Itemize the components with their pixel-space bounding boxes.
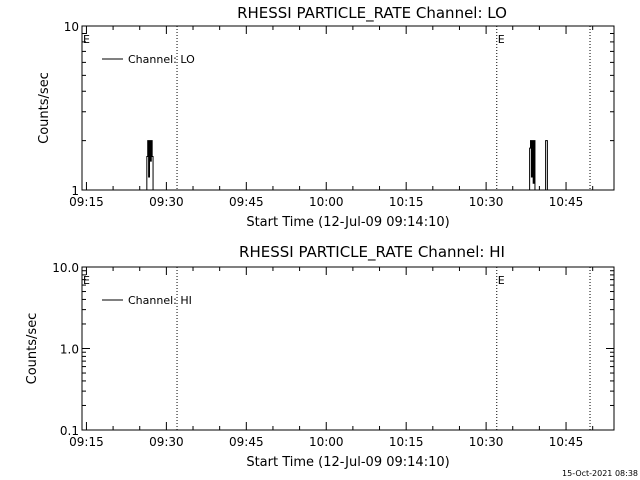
x-axis-label: Start Time (12-Jul-09 09:14:10) bbox=[246, 215, 449, 230]
chart-title: RHESSI PARTICLE_RATE Channel: HI bbox=[239, 243, 505, 262]
y-axis-label: Counts/sec bbox=[25, 313, 40, 385]
x-tick-label: 09:30 bbox=[149, 195, 184, 209]
x-tick-label: 10:45 bbox=[549, 195, 584, 209]
legend-entry: Channel: LO bbox=[128, 53, 195, 66]
x-tick-label: 09:15 bbox=[69, 435, 104, 449]
chart-title: RHESSI PARTICLE_RATE Channel: LO bbox=[237, 4, 507, 23]
legend-entry: Channel: HI bbox=[128, 294, 192, 307]
y-tick-label: 0.1 bbox=[60, 424, 79, 438]
x-tick-label: 10:00 bbox=[309, 195, 344, 209]
y-tick-label: 1 bbox=[71, 184, 79, 198]
x-tick-label: 10:15 bbox=[389, 195, 424, 209]
generation-timestamp: 15-Oct-2021 08:38 bbox=[562, 469, 638, 478]
y-tick-label: 10 bbox=[64, 20, 79, 34]
event-marker-label: E bbox=[498, 274, 505, 287]
x-tick-label: 09:45 bbox=[229, 195, 264, 209]
x-tick-label: 10:15 bbox=[389, 435, 424, 449]
y-tick-label: 1.0 bbox=[60, 343, 79, 357]
x-axis-label: Start Time (12-Jul-09 09:14:10) bbox=[246, 455, 449, 470]
event-marker-label: E bbox=[83, 33, 90, 46]
y-axis-label: Counts/sec bbox=[37, 72, 52, 144]
event-marker-label: E bbox=[498, 33, 505, 46]
plot-frame bbox=[81, 266, 615, 431]
x-tick-label: 09:30 bbox=[149, 435, 184, 449]
x-tick-label: 10:00 bbox=[309, 435, 344, 449]
x-tick-label: 10:30 bbox=[469, 195, 504, 209]
event-marker-label: E bbox=[83, 274, 90, 287]
x-tick-label: 09:15 bbox=[69, 195, 104, 209]
panel-lo: RHESSI PARTICLE_RATE Channel: LO Start Ti… bbox=[37, 4, 615, 230]
x-tick-label: 10:30 bbox=[469, 435, 504, 449]
x-tick-label: 10:45 bbox=[549, 435, 584, 449]
plot-frame bbox=[81, 25, 615, 191]
series-line bbox=[145, 140, 548, 191]
x-tick-label: 09:45 bbox=[229, 435, 264, 449]
panel-hi: RHESSI PARTICLE_RATE Channel: HI Start Ti… bbox=[25, 243, 615, 470]
y-tick-label: 10.0 bbox=[52, 261, 79, 275]
